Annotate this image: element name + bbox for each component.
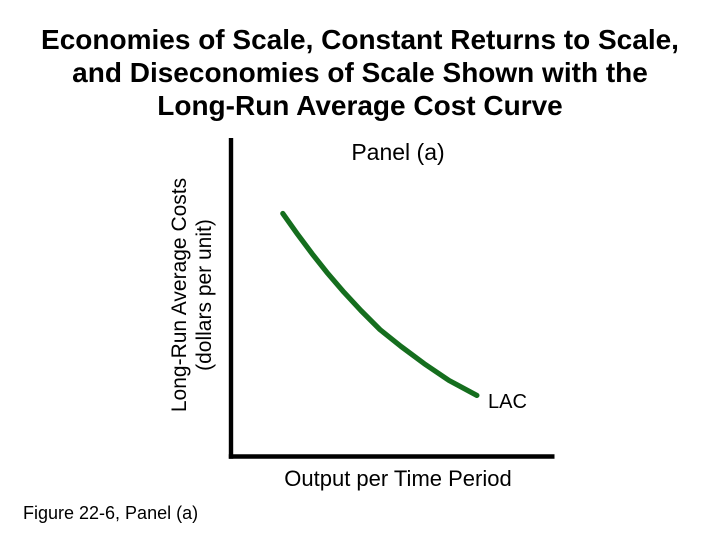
slide-title: Economies of Scale, Constant Returns to … <box>0 23 720 122</box>
slide-title-line-3: Long-Run Average Cost Curve <box>157 90 563 121</box>
curve-label-lac: LAC <box>488 391 527 413</box>
y-axis-label: Long-Run Average Costs (dollars per unit… <box>167 145 217 445</box>
panel-label: Panel (a) <box>351 139 445 165</box>
slide-title-line-1: Economies of Scale, Constant Returns to … <box>41 24 679 55</box>
lac-curve <box>280 210 480 398</box>
slide-title-line-2: and Diseconomies of Scale Shown with the <box>72 57 648 88</box>
figure-caption: Figure 22-6, Panel (a) <box>23 503 199 523</box>
y-axis-label-line-1: Long-Run Average Costs <box>168 177 191 413</box>
y-axis-label-line-2: (dollars per unit) <box>193 219 216 371</box>
x-axis-label: Output per Time Period <box>284 466 512 491</box>
